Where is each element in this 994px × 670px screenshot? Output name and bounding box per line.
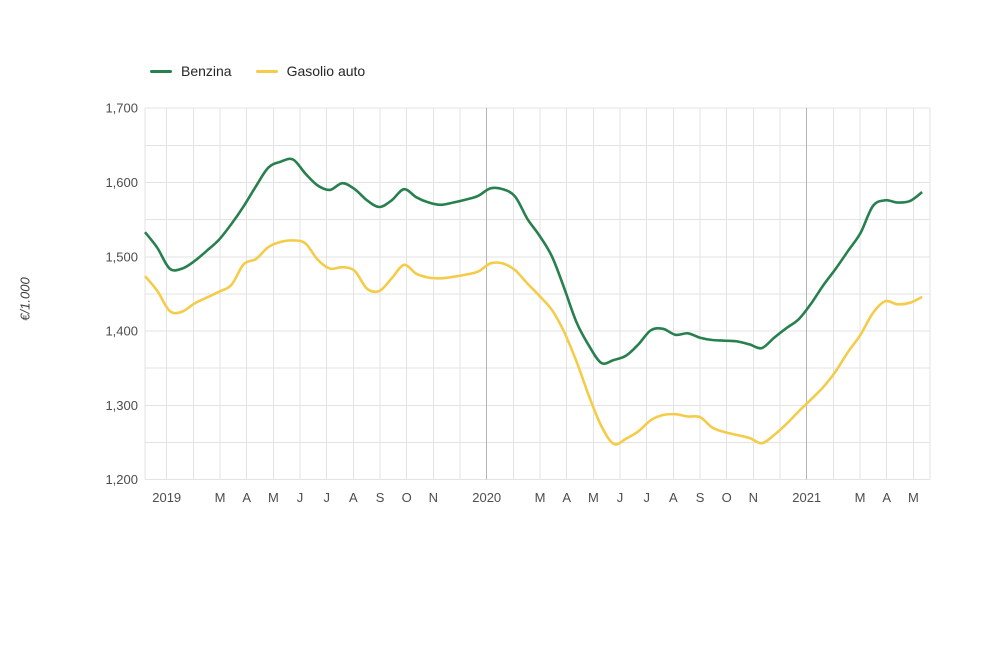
x-tick-label-month: A — [562, 490, 571, 505]
y-tick-label: 1,700 — [105, 101, 138, 116]
x-tick-label-month: A — [669, 490, 678, 505]
legend-item-benzina: Benzina — [150, 63, 232, 79]
x-tick-label-month: A — [349, 490, 358, 505]
x-tick-label-month: O — [402, 490, 412, 505]
y-tick-label: 1,500 — [105, 249, 138, 264]
x-tick-label-month: A — [242, 490, 251, 505]
x-tick-label-month: J — [643, 490, 650, 505]
x-tick-label-month: S — [376, 490, 385, 505]
series-line-benzina — [143, 157, 923, 365]
x-tick-label-month: N — [429, 490, 438, 505]
x-tick-label-month: N — [749, 490, 758, 505]
x-tick-label-month: J — [323, 490, 330, 505]
y-tick-label: 1,400 — [105, 324, 138, 339]
x-tick-label-month: M — [215, 490, 226, 505]
chart-legend: Benzina Gasolio auto — [150, 63, 365, 79]
benzina-line-swatch-icon — [150, 69, 172, 73]
x-tick-label-month: O — [722, 490, 732, 505]
x-tick-label-month: M — [268, 490, 279, 505]
y-tick-label: 1,600 — [105, 175, 138, 190]
legend-label-benzina: Benzina — [181, 63, 232, 79]
x-tick-label-month: A — [882, 490, 891, 505]
legend-item-gasolio-auto: Gasolio auto — [255, 63, 366, 79]
x-tick-label-month: J — [297, 490, 304, 505]
x-tick-label-month: S — [696, 490, 705, 505]
legend-label-gasolio-auto: Gasolio auto — [286, 63, 366, 79]
y-tick-label: 1,200 — [105, 472, 138, 487]
x-tick-label-month: J — [617, 490, 624, 505]
x-tick-label-month: M — [908, 490, 919, 505]
x-tick-label-year: 2020 — [472, 490, 501, 505]
x-tick-label-year: 2021 — [792, 490, 821, 505]
x-tick-label-year: 2019 — [152, 490, 181, 505]
gasolio-line-swatch-icon — [255, 69, 278, 73]
series-line-gasolio-auto — [144, 239, 923, 446]
y-tick-label: 1,300 — [105, 398, 138, 413]
x-tick-label-month: M — [535, 490, 546, 505]
x-tick-label-month: M — [588, 490, 599, 505]
x-tick-label-month: M — [855, 490, 866, 505]
